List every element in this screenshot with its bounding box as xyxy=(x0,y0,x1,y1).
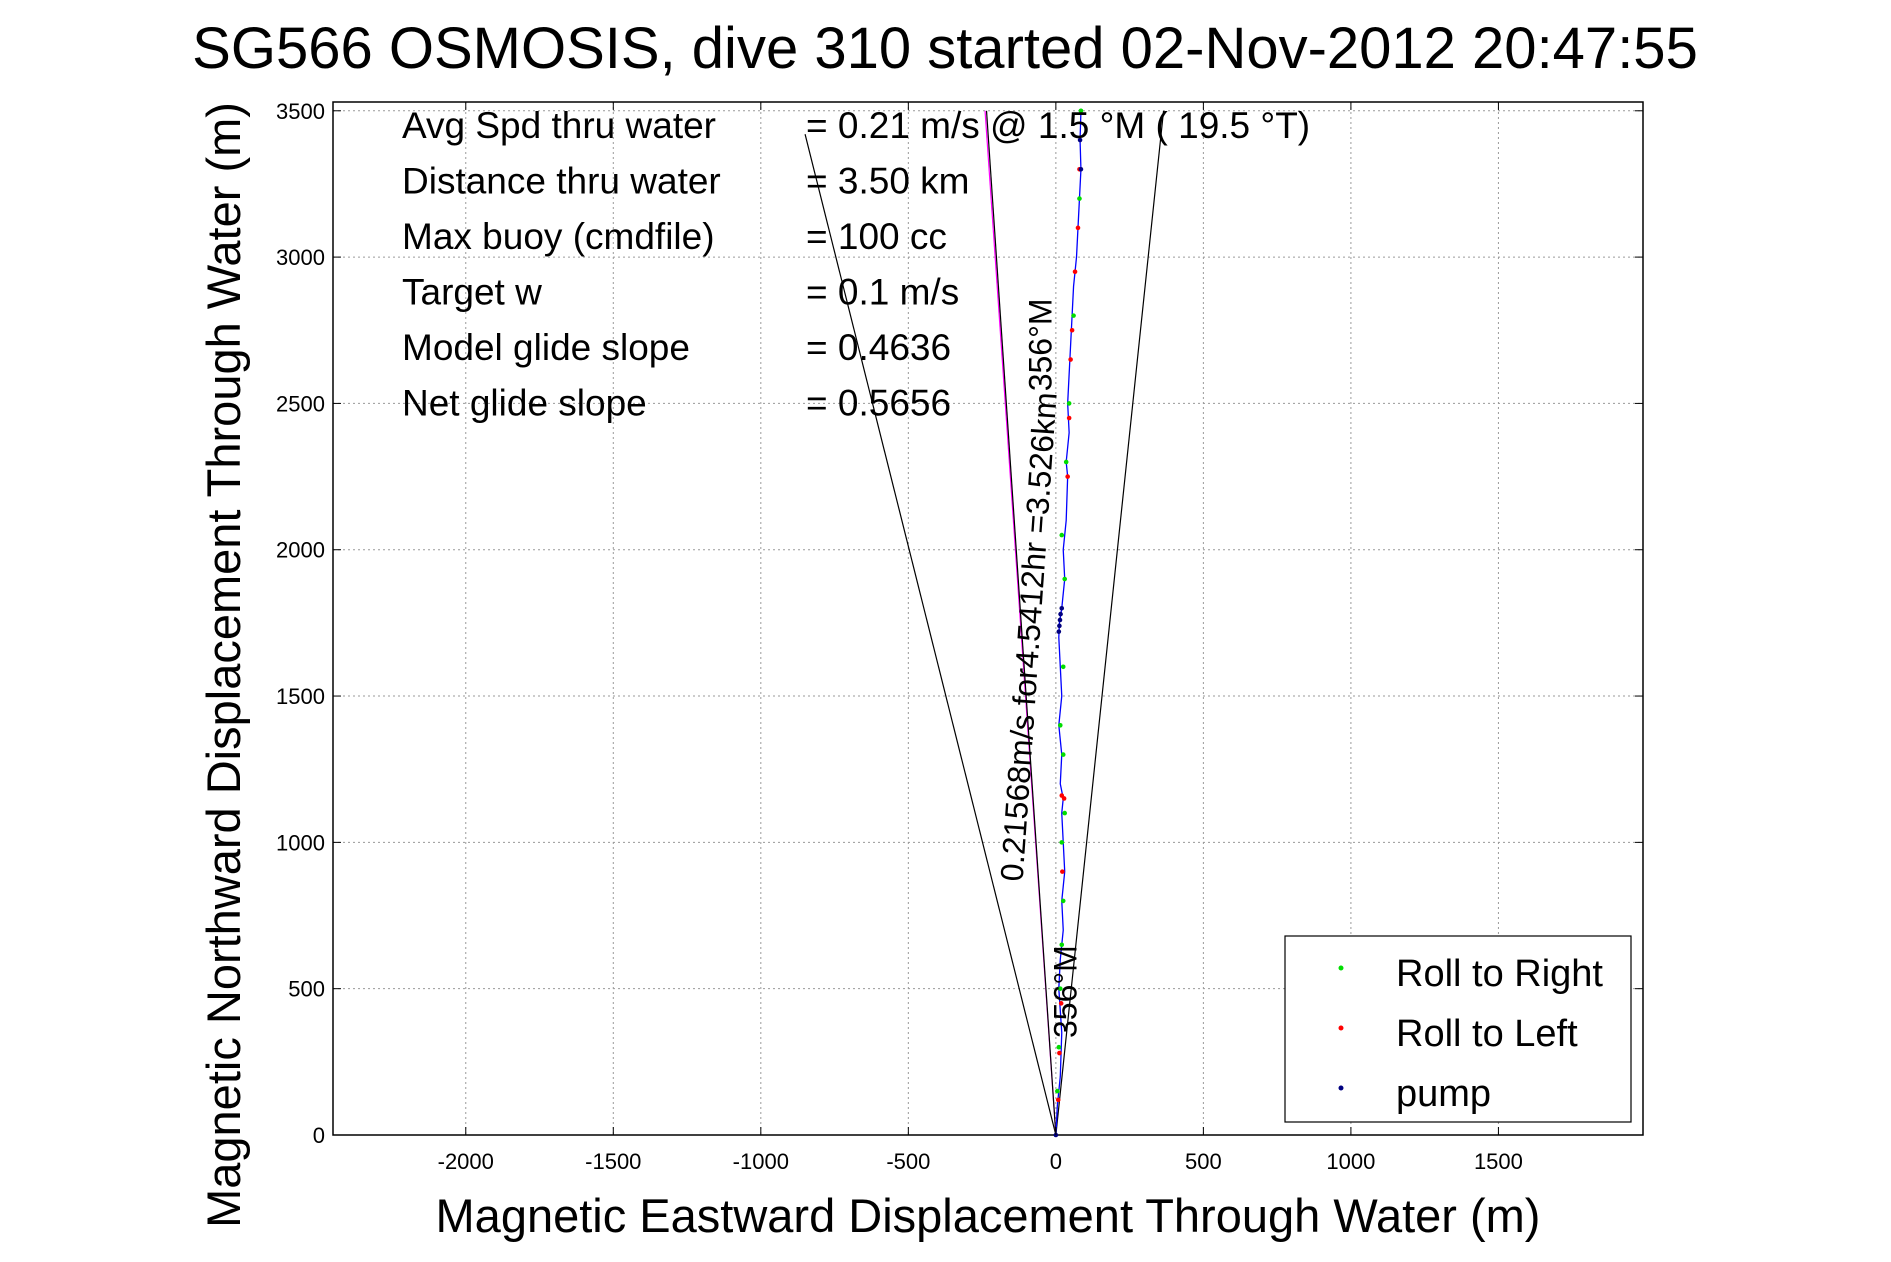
x-tick-label: 0 xyxy=(1050,1149,1062,1174)
roll-to-right-point xyxy=(1057,986,1063,991)
legend: Roll to Right Roll to Left pump xyxy=(1284,935,1632,1123)
info-label: Avg Spd thru water xyxy=(402,105,716,146)
annotation-label: 356°M xyxy=(1022,298,1058,391)
legend-label: Roll to Right xyxy=(1396,953,1603,995)
track-line xyxy=(1055,110,1082,1136)
roll-to-right-point xyxy=(1060,898,1066,904)
x-tick-label: -2000 xyxy=(438,1149,494,1174)
tick-labels: -2000 -1500 -1000 -500 0 500 1000 1500 0 500 1000 1… xyxy=(276,99,1643,1174)
info-value: = 3.50 km xyxy=(806,161,970,202)
y-tick-label: 3000 xyxy=(276,245,325,270)
roll-to-left-point xyxy=(1068,357,1073,362)
legend-marker xyxy=(1338,1025,1344,1031)
info-label: Distance thru water xyxy=(402,161,721,202)
legend-marker xyxy=(1338,1085,1344,1091)
plot-frame xyxy=(332,101,1644,1136)
y-tick-label: 2500 xyxy=(276,391,325,416)
y-tick-label: 1500 xyxy=(276,684,325,709)
roll-to-left-point xyxy=(1065,474,1070,479)
legend-label: pump xyxy=(1396,1073,1491,1115)
x-tick-label: 500 xyxy=(1185,1149,1222,1174)
x-axis-label: Magnetic Eastward Displacement Through W… xyxy=(436,1189,1541,1242)
reference-line-target-course-2 xyxy=(985,110,1057,1136)
pump-point xyxy=(1056,629,1062,634)
roll-to-right-point xyxy=(1078,108,1084,114)
chart-title: SG566 OSMOSIS, dive 310 started 02-Nov-2… xyxy=(192,16,1698,81)
roll-to-right-point xyxy=(1062,810,1068,816)
roll-to-left-point xyxy=(1059,793,1065,798)
pump-point xyxy=(1077,137,1083,143)
pump-point xyxy=(1058,611,1063,617)
roll-to-right-point xyxy=(1071,313,1076,318)
roll-to-left-point xyxy=(1055,1097,1061,1103)
info-value: = 0.1 m/s xyxy=(806,272,959,313)
info-value: = 0.5656 xyxy=(806,383,951,424)
annotation-label: 356°M xyxy=(1048,945,1084,1038)
grid xyxy=(333,102,1643,1136)
info-value: = 0.21 m/s @ 1.5 °M ( 19.5 °T) xyxy=(806,105,1310,146)
roll-to-right-point xyxy=(1063,459,1069,465)
y-tick-label: 2000 xyxy=(276,538,325,563)
roll-to-right-point xyxy=(1060,664,1066,670)
info-label: Model glide slope xyxy=(402,327,690,368)
roll-to-left-point xyxy=(1060,869,1065,874)
x-tick-label: -1500 xyxy=(585,1149,641,1174)
y-tick-label: 1000 xyxy=(276,830,325,855)
roll-to-right-point xyxy=(1060,752,1066,757)
pump-point xyxy=(1057,617,1063,623)
info-value: = 0.4636 xyxy=(806,327,951,368)
x-tick-label: -500 xyxy=(886,1149,930,1174)
roll-to-right-point xyxy=(1056,1044,1062,1050)
y-axis-label: Magnetic Northward Displacement Through … xyxy=(197,102,250,1228)
x-tick-label: 1000 xyxy=(1326,1149,1375,1174)
series xyxy=(1053,108,1084,1138)
pump-point xyxy=(1078,167,1084,172)
roll-to-right-point xyxy=(1066,401,1072,406)
info-block: Avg Spd thru water = 0.21 m/s @ 1.5 °M ( … xyxy=(402,105,1310,424)
roll-to-right-point xyxy=(1059,942,1065,948)
info-label: Max buoy (cmdfile) xyxy=(402,216,715,257)
roll-to-right-point xyxy=(1059,840,1065,845)
y-tick-label: 0 xyxy=(313,1123,325,1148)
reference-lines xyxy=(804,110,1165,1136)
roll-to-left-point xyxy=(1057,1050,1062,1056)
roll-to-right-point xyxy=(1059,532,1065,538)
reference-line-heading-right xyxy=(1055,110,1165,1136)
roll-to-right-point xyxy=(1055,1088,1060,1094)
pump-point xyxy=(1059,605,1065,611)
roll-to-left-point xyxy=(1066,415,1072,421)
roll-to-right-point xyxy=(1057,723,1063,728)
roll-to-left-point xyxy=(1072,269,1078,275)
x-tick-label: 1500 xyxy=(1474,1149,1523,1174)
roll-to-right-point xyxy=(1077,196,1082,201)
info-label: Net glide slope xyxy=(402,383,647,424)
legend-label: Roll to Left xyxy=(1396,1013,1578,1055)
roll-to-right-point xyxy=(1062,576,1068,582)
roll-to-left-point xyxy=(1075,225,1081,231)
info-value: = 100 cc xyxy=(806,216,947,257)
roll-to-left-point xyxy=(1058,1001,1064,1006)
reference-line-heading-left xyxy=(804,134,1057,1136)
legend-marker xyxy=(1338,965,1344,971)
y-tick-label: 500 xyxy=(288,977,325,1002)
x-tick-label: -1000 xyxy=(733,1149,789,1174)
y-tick-label: 3500 xyxy=(276,99,325,124)
pump-point xyxy=(1057,623,1062,629)
info-label: Target w xyxy=(402,272,542,313)
roll-to-left-point xyxy=(1069,327,1075,333)
